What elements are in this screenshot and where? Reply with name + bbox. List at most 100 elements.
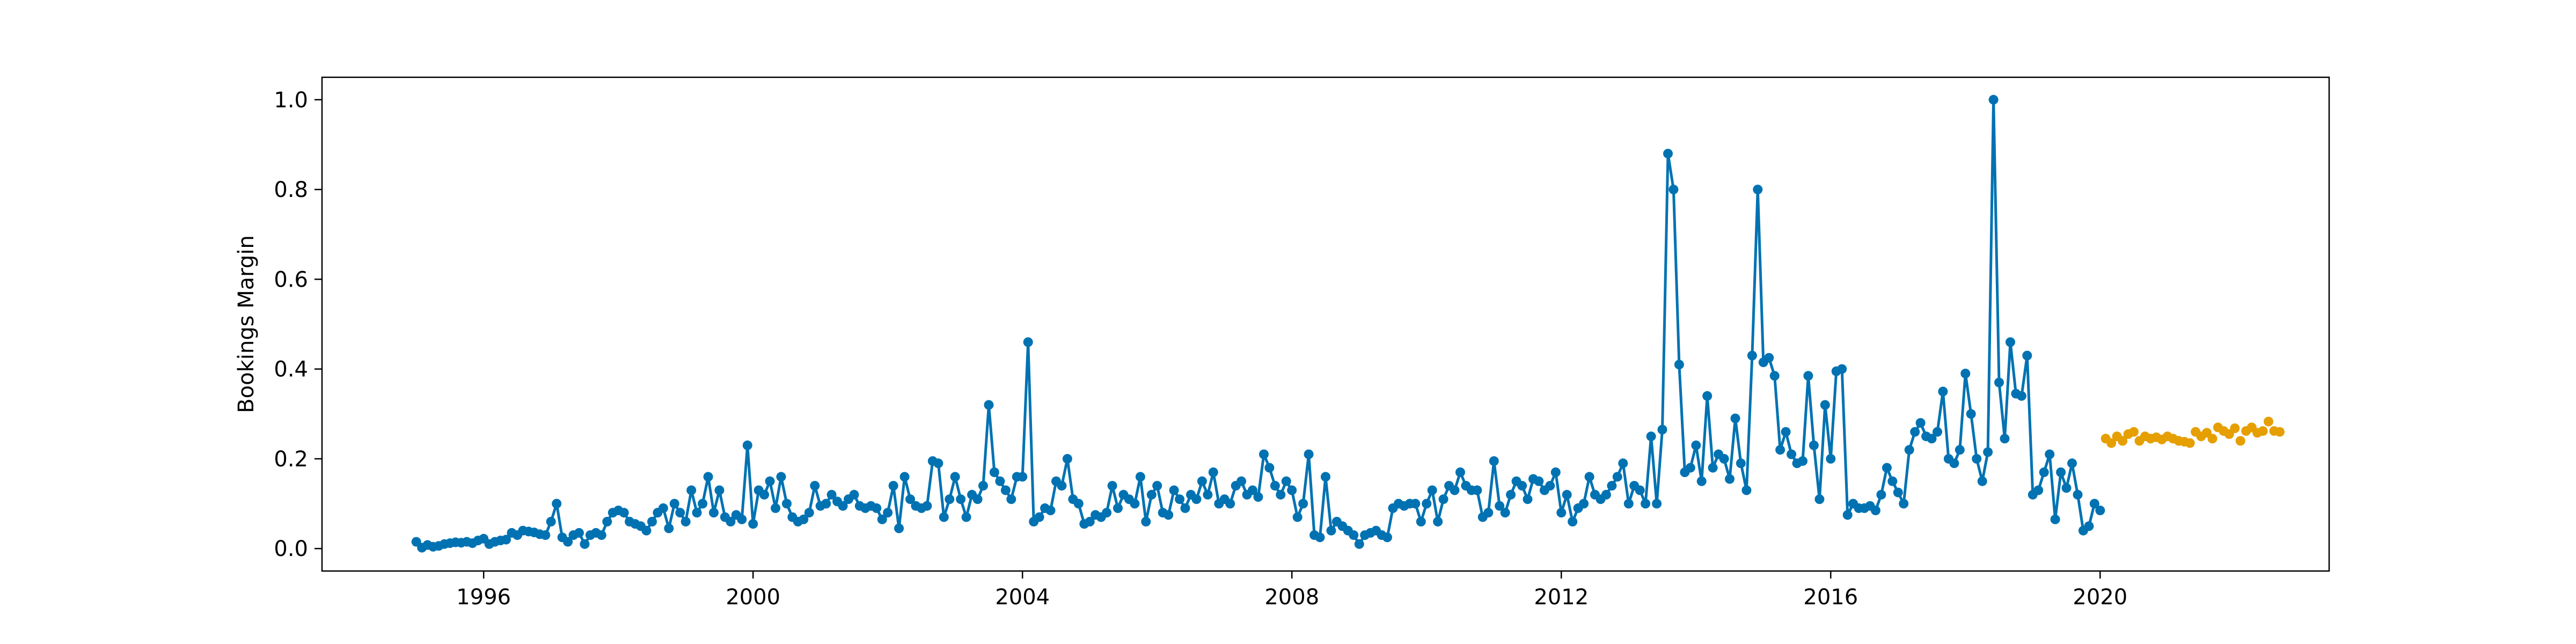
data-point bbox=[1769, 371, 1780, 381]
data-point bbox=[580, 539, 590, 549]
data-point bbox=[1102, 508, 1112, 518]
y-tick-label: 0.2 bbox=[274, 447, 308, 472]
data-point bbox=[1034, 512, 1044, 522]
data-point bbox=[675, 508, 685, 518]
data-point bbox=[1292, 512, 1302, 522]
data-point bbox=[961, 512, 971, 522]
data-point bbox=[939, 512, 949, 522]
data-point bbox=[1315, 532, 1325, 543]
data-point bbox=[1045, 506, 1056, 516]
data-point bbox=[1326, 525, 1336, 536]
data-point bbox=[894, 523, 904, 533]
data-point bbox=[1702, 391, 1713, 401]
data-point bbox=[1646, 431, 1656, 442]
x-tick-label: 1996 bbox=[456, 585, 511, 610]
data-point bbox=[877, 514, 887, 524]
series-layer bbox=[411, 94, 2285, 553]
data-point bbox=[2106, 438, 2117, 448]
data-point bbox=[2050, 514, 2060, 524]
data-point bbox=[686, 485, 697, 495]
data-point bbox=[1837, 364, 1847, 374]
data-point bbox=[1556, 508, 1567, 518]
data-point bbox=[995, 476, 1005, 486]
data-point bbox=[641, 525, 652, 536]
data-point bbox=[1820, 400, 1830, 410]
data-point bbox=[1422, 499, 1432, 509]
data-point bbox=[1826, 453, 1836, 464]
data-point bbox=[1146, 489, 1157, 500]
data-point bbox=[1787, 449, 1797, 459]
data-point bbox=[680, 517, 691, 526]
data-point bbox=[1191, 494, 1202, 504]
data-point bbox=[1483, 508, 1494, 518]
data-point bbox=[899, 472, 910, 482]
data-point bbox=[1674, 360, 1684, 370]
data-point bbox=[1085, 517, 1095, 526]
y-tick-label: 1.0 bbox=[274, 88, 308, 113]
data-point bbox=[2230, 423, 2240, 433]
data-point bbox=[782, 499, 792, 509]
data-point bbox=[821, 499, 831, 509]
data-point bbox=[1781, 427, 1791, 437]
data-point bbox=[2022, 350, 2032, 361]
data-point bbox=[1354, 539, 1364, 549]
data-point bbox=[1842, 510, 1853, 520]
data-point bbox=[1607, 481, 1617, 491]
data-point bbox=[737, 514, 747, 524]
data-point bbox=[563, 537, 573, 547]
data-point bbox=[799, 514, 809, 524]
data-point bbox=[1910, 427, 1920, 437]
data-point bbox=[1893, 487, 1903, 497]
data-point bbox=[1814, 494, 1825, 504]
data-point bbox=[1657, 425, 1667, 435]
y-tick-label: 0.8 bbox=[274, 178, 308, 202]
data-point bbox=[1180, 503, 1190, 513]
data-point bbox=[759, 489, 770, 500]
data-point bbox=[1809, 440, 1819, 450]
data-point bbox=[1933, 427, 1942, 437]
data-point bbox=[1612, 472, 1622, 482]
data-point bbox=[804, 508, 814, 518]
data-point bbox=[776, 472, 786, 482]
data-point bbox=[1000, 485, 1011, 495]
data-point bbox=[742, 440, 752, 450]
data-point bbox=[826, 489, 837, 500]
data-point bbox=[984, 400, 994, 410]
data-point bbox=[2006, 337, 2015, 347]
data-point bbox=[1635, 485, 1645, 495]
data-point bbox=[1623, 499, 1634, 509]
data-point bbox=[1753, 185, 1763, 195]
data-point bbox=[1416, 517, 1426, 526]
data-point bbox=[1741, 485, 1752, 495]
data-point bbox=[619, 508, 629, 518]
data-point bbox=[1270, 481, 1280, 491]
data-point bbox=[771, 503, 781, 513]
data-point bbox=[1259, 449, 1269, 459]
data-point bbox=[1006, 494, 1016, 504]
data-point bbox=[2016, 391, 2026, 401]
data-point bbox=[1253, 492, 1263, 502]
data-point bbox=[1899, 499, 1909, 509]
data-point bbox=[1264, 463, 1275, 473]
data-point bbox=[2061, 483, 2072, 493]
data-point bbox=[1988, 94, 1999, 105]
data-point bbox=[1450, 485, 1460, 495]
data-point bbox=[1304, 449, 1314, 459]
data-point bbox=[1584, 472, 1594, 482]
data-point bbox=[692, 508, 702, 518]
data-point bbox=[989, 467, 999, 477]
data-point bbox=[945, 494, 955, 504]
data-point bbox=[2185, 438, 2195, 448]
data-point bbox=[922, 501, 932, 511]
data-point bbox=[1725, 474, 1735, 484]
data-point bbox=[1960, 369, 1971, 378]
data-point bbox=[714, 485, 724, 495]
data-point bbox=[2275, 427, 2285, 437]
data-point bbox=[1730, 413, 1740, 423]
data-point bbox=[2056, 467, 2066, 477]
data-point bbox=[1349, 530, 1359, 540]
x-tick-label: 2020 bbox=[2073, 585, 2127, 610]
data-point bbox=[2207, 434, 2218, 444]
data-point bbox=[1685, 463, 1695, 473]
